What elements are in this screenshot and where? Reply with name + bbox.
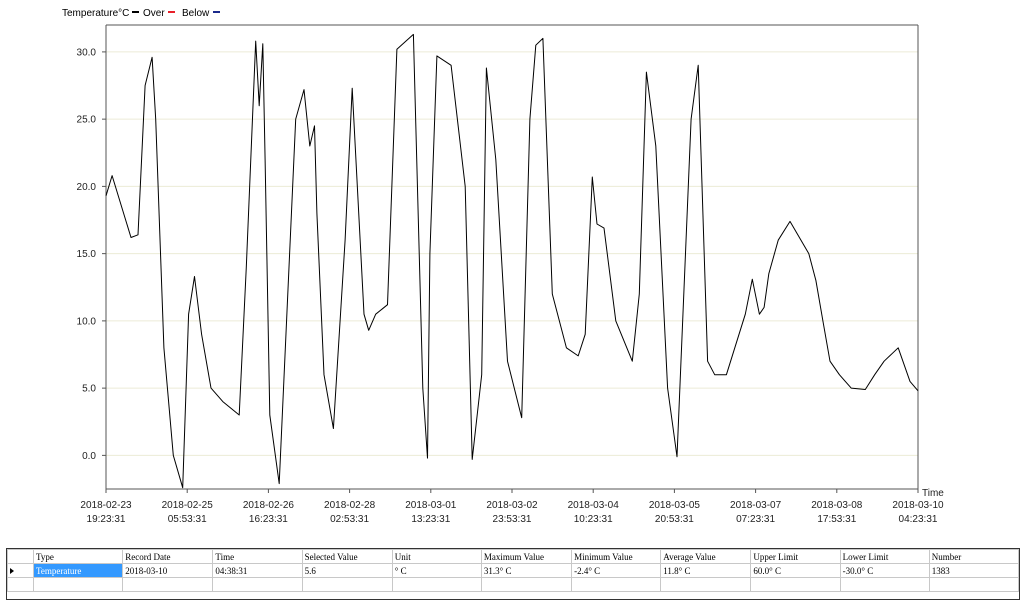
table-cell[interactable]: [750, 577, 841, 592]
series-line-temperature: [105, 33, 919, 489]
x-tick-date: 2018-02-23: [80, 500, 132, 511]
table-cell[interactable]: 11.8° C: [660, 563, 752, 578]
axes: [105, 24, 919, 490]
table-cell[interactable]: 04:38:31: [212, 563, 303, 578]
table-cell[interactable]: 2018-03-10: [122, 563, 214, 578]
column-header[interactable]: Lower Limit: [839, 549, 930, 564]
x-tick-date: 2018-03-07: [730, 500, 782, 511]
table-cell[interactable]: [839, 577, 930, 592]
x-tick-date: 2018-03-10: [892, 500, 944, 511]
x-tick-time: 17:53:31: [817, 514, 856, 525]
data-table: Type Record Date Time Selected Value Uni…: [6, 549, 1020, 592]
table-cell[interactable]: [33, 577, 124, 592]
x-tick-time: 23:53:31: [493, 514, 532, 525]
x-tick-time: 19:23:31: [87, 514, 126, 525]
column-header[interactable]: Minimum Value: [571, 549, 662, 564]
x-tick-time: 16:23:31: [249, 514, 288, 525]
table-cell[interactable]: [571, 577, 662, 592]
table-cell[interactable]: [391, 577, 482, 592]
table-cell[interactable]: ° C: [391, 563, 482, 578]
legend-title: Temperature°C: [62, 8, 129, 19]
table-cell[interactable]: -30.0° C: [839, 563, 930, 578]
x-tick-time: 02:53:31: [330, 514, 369, 525]
table-cell[interactable]: 60.0° C: [750, 563, 841, 578]
y-tick-label: 0.0: [82, 451, 96, 462]
x-tick-time: 13:23:31: [411, 514, 450, 525]
header-corner: [6, 549, 35, 564]
column-header[interactable]: Unit: [391, 549, 482, 564]
y-axis-ticks: 30.0 25.0 20.0 15.0 10.0 5.0 0.0: [77, 47, 106, 462]
chart-legend: Temperature°C Over Below: [62, 8, 220, 19]
temperature-chart: Temperature°C Over Below 30.0 25.0 20.0 15.…: [62, 8, 944, 525]
row-arrow-icon: [10, 567, 14, 574]
column-header[interactable]: Upper Limit: [750, 549, 841, 564]
legend-swatch-extra: [213, 11, 220, 13]
series-layer: [105, 33, 919, 489]
x-tick-time: 07:23:31: [736, 514, 775, 525]
table-cell[interactable]: 31.3° C: [480, 563, 573, 578]
data-grid[interactable]: Type Record Date Time Selected Value Uni…: [6, 548, 1020, 600]
legend-label-below: Below: [182, 8, 210, 19]
y-tick-label: 10.0: [77, 316, 97, 327]
x-tick-date: 2018-02-25: [162, 500, 214, 511]
x-axis-ticks: 2018-02-23 19:23:31 2018-02-25 05:53:31 2018…: [80, 489, 944, 525]
x-tick-time: 05:53:31: [168, 514, 207, 525]
table-row-empty[interactable]: [6, 577, 1020, 592]
y-tick-label: 30.0: [77, 47, 97, 58]
table-header-row: Type Record Date Time Selected Value Uni…: [6, 549, 1020, 564]
grid-lines: [106, 51, 918, 456]
table-cell[interactable]: [301, 577, 393, 592]
legend-swatch-over: [132, 11, 139, 13]
column-header[interactable]: Average Value: [660, 549, 752, 564]
y-tick-label: 20.0: [77, 182, 97, 193]
table-cell[interactable]: Temperature: [33, 563, 124, 578]
row-selector[interactable]: [6, 577, 35, 592]
x-tick-date: 2018-02-26: [243, 500, 295, 511]
table-cell[interactable]: [928, 577, 1020, 592]
column-header[interactable]: Number: [928, 549, 1020, 564]
x-tick-time: 04:23:31: [899, 514, 938, 525]
y-tick-label: 25.0: [77, 115, 97, 126]
y-tick-label: 15.0: [77, 249, 97, 260]
legend-label-over: Over: [143, 8, 165, 19]
table-row[interactable]: Temperature 2018-03-10 04:38:31 5.6 ° C …: [6, 563, 1020, 578]
y-tick-label: 5.0: [82, 384, 96, 395]
column-header[interactable]: Type: [33, 549, 124, 564]
x-tick-time: 10:23:31: [574, 514, 613, 525]
column-header[interactable]: Selected Value: [301, 549, 393, 564]
x-tick-time: 20:53:31: [655, 514, 694, 525]
x-axis-label: Time: [922, 488, 944, 499]
column-header[interactable]: Time: [212, 549, 303, 564]
table-cell[interactable]: 1383: [928, 563, 1020, 578]
table-cell[interactable]: [660, 577, 752, 592]
x-tick-date: 2018-03-04: [568, 500, 620, 511]
table-cell[interactable]: [212, 577, 303, 592]
x-tick-date: 2018-02-28: [324, 500, 376, 511]
table-cell[interactable]: -2.4° C: [571, 563, 662, 578]
x-tick-date: 2018-03-05: [649, 500, 701, 511]
row-selector[interactable]: [6, 563, 35, 578]
x-tick-date: 2018-03-02: [486, 500, 538, 511]
legend-swatch-below: [168, 11, 175, 13]
table-cell[interactable]: 5.6: [301, 563, 393, 578]
table-cell[interactable]: [122, 577, 214, 592]
table-cell[interactable]: [480, 577, 573, 592]
column-header[interactable]: Maximum Value: [480, 549, 573, 564]
x-tick-date: 2018-03-08: [811, 500, 863, 511]
x-tick-date: 2018-03-01: [405, 500, 457, 511]
column-header[interactable]: Record Date: [122, 549, 214, 564]
